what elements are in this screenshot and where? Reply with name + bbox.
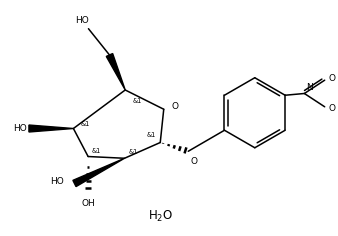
Text: OH: OH — [81, 199, 95, 208]
Polygon shape — [106, 54, 125, 90]
Text: O: O — [171, 102, 178, 111]
Text: &1: &1 — [132, 98, 142, 104]
Text: N: N — [306, 83, 313, 92]
Text: O: O — [190, 156, 197, 165]
Text: HO: HO — [75, 16, 89, 25]
Polygon shape — [29, 125, 73, 132]
Text: &1: &1 — [147, 132, 156, 138]
Text: &1: &1 — [81, 121, 90, 127]
Text: HO: HO — [50, 177, 64, 186]
Text: O: O — [329, 74, 336, 83]
Polygon shape — [73, 158, 124, 187]
Text: HO: HO — [14, 124, 27, 133]
Text: &1: &1 — [129, 149, 138, 156]
Text: H$_2$O: H$_2$O — [148, 208, 173, 223]
Text: &1: &1 — [92, 148, 101, 154]
Text: O: O — [329, 104, 336, 113]
